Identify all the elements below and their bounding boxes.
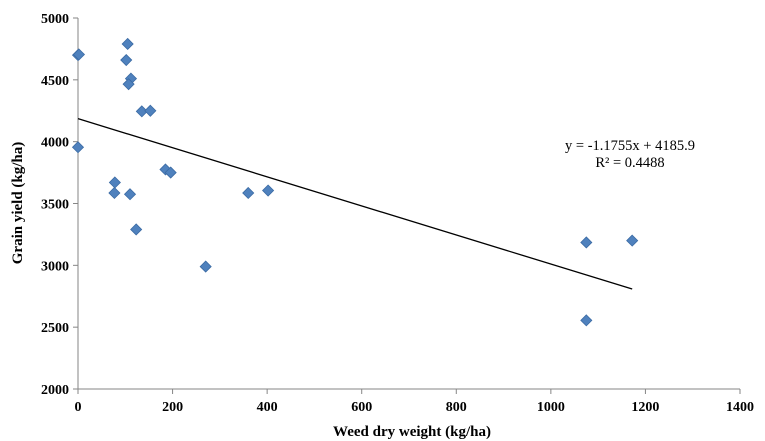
x-tick-label: 0 [75,400,82,415]
x-tick-label: 800 [446,400,467,415]
data-point [580,236,593,249]
data-point [144,104,157,117]
data-point [159,163,172,176]
x-tick-label: 1200 [631,400,659,415]
r-squared-label: R² = 0.4488 [595,155,664,171]
y-tick-label: 5000 [41,12,69,27]
x-tick-label: 200 [162,400,183,415]
x-tick-label: 600 [351,400,372,415]
trendline [77,118,633,290]
data-point [108,186,121,200]
x-axis-ticks: 0 200 400 600 800 1000 1200 1400 [75,389,754,415]
plot-area: 0 200 400 600 800 1000 1200 1400 2000 2500 3000 35… [41,12,754,415]
data-point [108,176,121,189]
data-point [580,314,593,327]
y-axis-title: Grain yield (kg/ha) [10,142,26,265]
y-tick-label: 3000 [41,259,69,274]
y-tick-label: 2500 [41,321,69,336]
x-axis-title: Weed dry weight (kg/ha) [333,424,491,440]
x-tick-label: 1000 [537,400,565,415]
data-point [121,37,134,51]
data-points [71,37,639,327]
data-point [71,141,85,154]
data-point [262,184,275,197]
data-point [120,53,133,67]
data-point [72,48,86,61]
data-point [242,186,255,200]
data-point [122,78,135,91]
data-point [123,188,137,201]
y-tick-label: 3500 [41,198,69,213]
data-point [199,260,212,273]
y-tick-label: 4500 [41,74,69,89]
data-point [130,223,143,236]
trendline-equation: y = -1.1755x + 4185.9 [565,138,695,154]
data-point [626,234,639,247]
y-tick-label: 2000 [41,383,69,398]
x-tick-label: 400 [257,400,278,415]
data-point [164,166,177,179]
y-tick-label: 4000 [41,136,69,151]
x-tick-label: 1400 [726,400,754,415]
y-axis-ticks: 2000 2500 3000 3500 4000 4500 5000 [41,12,78,398]
